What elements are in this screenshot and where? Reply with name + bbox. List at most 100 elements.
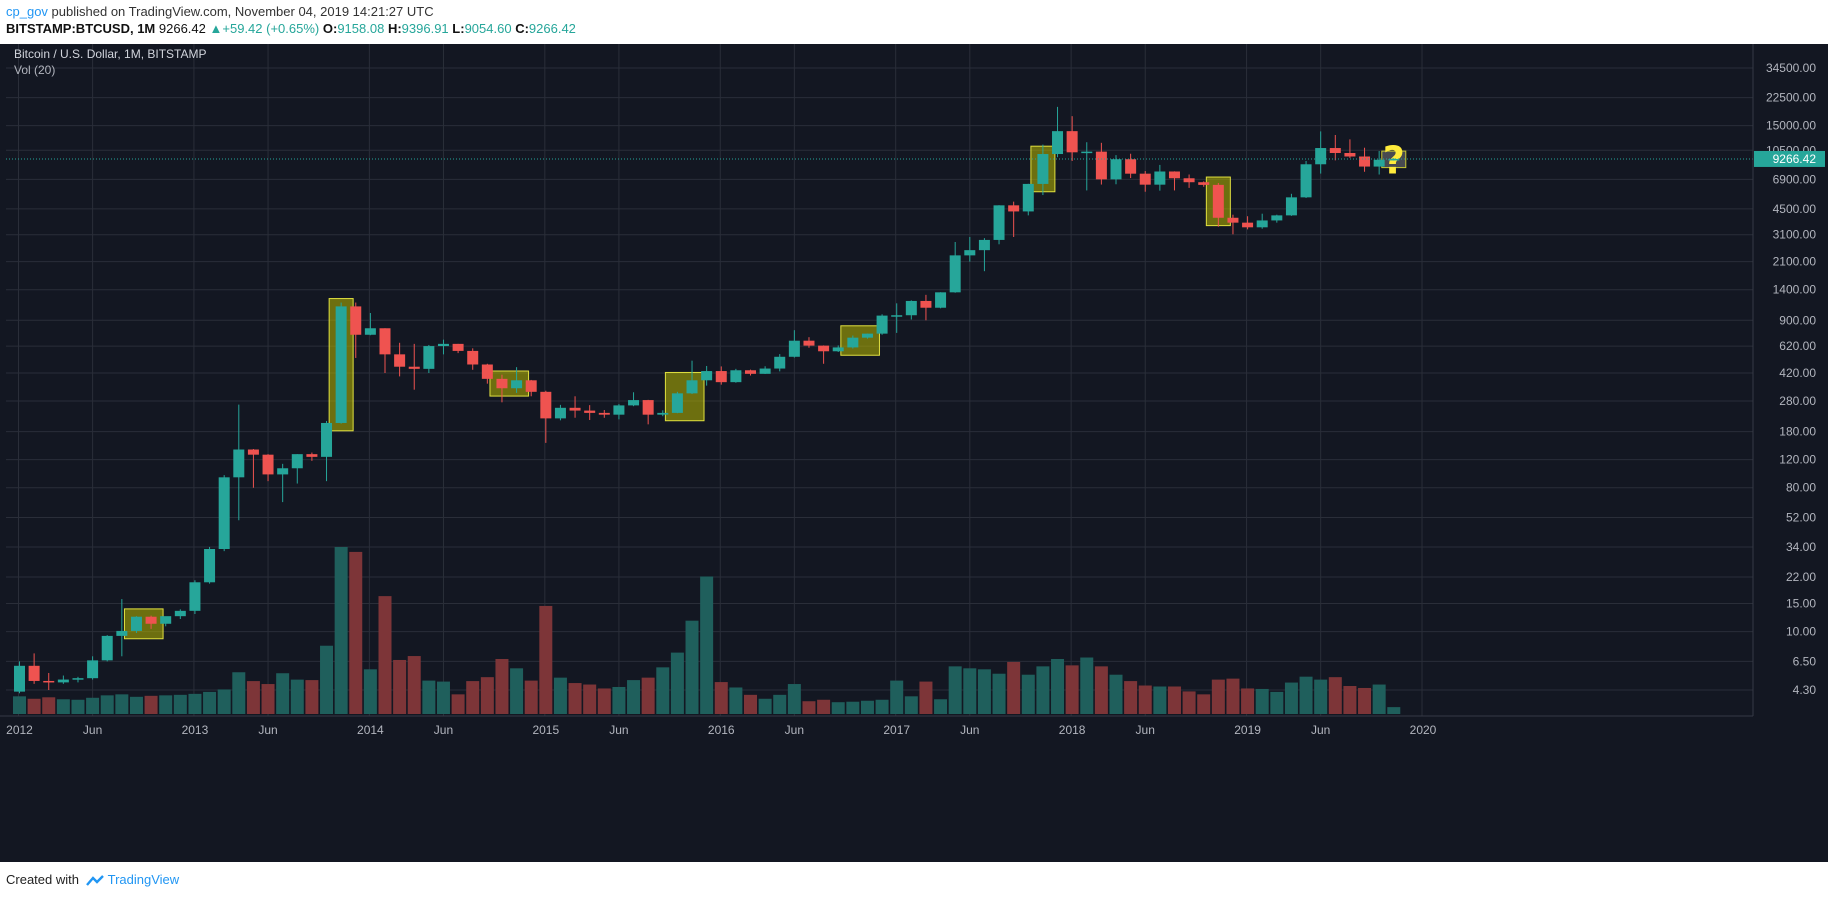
candle-body: [1168, 171, 1180, 179]
candle: [350, 302, 362, 358]
volume-bar: [1094, 666, 1108, 714]
volume-bar: [407, 656, 421, 714]
candle: [1329, 134, 1341, 161]
volume-bar: [1314, 679, 1328, 714]
volume-bar: [802, 701, 816, 714]
chart-header: cp_gov published on TradingView.com, Nov…: [0, 0, 1828, 44]
candle: [1066, 116, 1078, 161]
candle: [905, 300, 917, 320]
candle: [43, 672, 55, 690]
volume-bar: [714, 682, 728, 714]
candle-body: [759, 368, 771, 374]
highlight-box: [840, 325, 880, 356]
volume-bar: [539, 605, 553, 714]
candle: [1388, 157, 1400, 161]
volume-bar: [831, 702, 845, 714]
time-tick-label: 2012: [6, 723, 33, 737]
candle: [686, 360, 698, 395]
candle-body: [1373, 159, 1385, 167]
open-value: 9158.08: [337, 21, 385, 36]
volume-bar: [817, 699, 831, 714]
time-tick-label: 2017: [883, 723, 910, 737]
candle-body: [1300, 164, 1312, 198]
volume-bar: [188, 693, 202, 714]
volume-bar: [1255, 688, 1269, 714]
candle: [935, 292, 947, 309]
candle-body: [496, 378, 508, 389]
candle-body: [379, 328, 391, 355]
high-label: H:: [387, 21, 402, 36]
time-tick-label: 2015: [532, 723, 559, 737]
chart-background: [0, 44, 1828, 862]
volume-bars: [13, 547, 1401, 714]
candle-body: [701, 371, 713, 381]
volume-bar: [56, 699, 70, 714]
volume-bar: [860, 700, 874, 714]
candle-body: [628, 400, 640, 406]
last-price: 9266.42: [158, 21, 206, 36]
candle-body: [1359, 156, 1371, 167]
volume-bar: [173, 694, 187, 714]
close-value: 9266.42: [528, 21, 576, 36]
author-link[interactable]: cp_gov: [6, 4, 48, 19]
candle: [613, 404, 625, 420]
current-price-label: 9266.42: [1773, 152, 1817, 166]
candle: [14, 661, 25, 694]
candle: [1022, 183, 1034, 216]
candle: [1110, 155, 1122, 185]
volume-indicator-label: Vol (20): [14, 63, 55, 77]
price-tick-label: 6.50: [1793, 654, 1817, 668]
candle: [496, 374, 508, 403]
highlight-box: [123, 608, 164, 640]
candle: [1008, 201, 1020, 237]
volume-bar: [203, 691, 217, 714]
candle-body: [233, 449, 245, 478]
volume-bar: [246, 681, 260, 714]
volume-bar: [1284, 682, 1298, 714]
volume-bar: [349, 551, 363, 714]
candle: [818, 345, 830, 364]
candle-body: [130, 616, 142, 631]
volume-bar: [13, 696, 26, 714]
candle: [920, 294, 932, 321]
price-tick-label: 3100.00: [1773, 228, 1817, 242]
price-tick-label: 22500.00: [1766, 91, 1816, 105]
volume-bar: [1182, 691, 1196, 714]
chart-area[interactable]: ?52500.0034500.0022500.0015000.0010500.0…: [0, 44, 1828, 862]
candle-body: [774, 356, 786, 369]
time-tick-label: 2018: [1059, 723, 1086, 737]
volume-bar: [436, 681, 450, 714]
candle: [408, 343, 420, 390]
candle-body: [847, 337, 859, 348]
volume-bar: [27, 698, 41, 714]
candle-body: [949, 255, 961, 293]
candle: [174, 609, 186, 619]
volume-bar: [378, 596, 392, 714]
volume-bar: [1387, 707, 1401, 714]
candle-body: [1183, 178, 1195, 183]
candle: [803, 337, 815, 348]
candle: [1139, 171, 1151, 192]
candle: [1359, 147, 1371, 172]
candle: [540, 390, 552, 443]
candle-body: [423, 346, 435, 369]
candle-body: [291, 454, 303, 469]
volume-bar: [948, 666, 962, 714]
volume-bar: [1021, 674, 1035, 714]
candle-body: [101, 635, 113, 661]
candle-body: [1139, 173, 1151, 185]
volume-bar: [656, 667, 670, 714]
candle: [876, 314, 888, 335]
candle-body: [481, 364, 493, 379]
change-value: +59.42 (+0.65%): [222, 21, 320, 36]
volume-bar: [159, 695, 173, 714]
tradingview-brand[interactable]: TradingView: [107, 872, 180, 887]
candle-body: [1037, 154, 1049, 184]
candle-body: [1198, 182, 1210, 185]
candle: [1125, 153, 1137, 179]
candle: [978, 238, 990, 272]
candle-body: [1285, 197, 1297, 216]
candle: [467, 348, 479, 370]
volume-bar: [1358, 687, 1372, 714]
candle: [847, 335, 859, 349]
